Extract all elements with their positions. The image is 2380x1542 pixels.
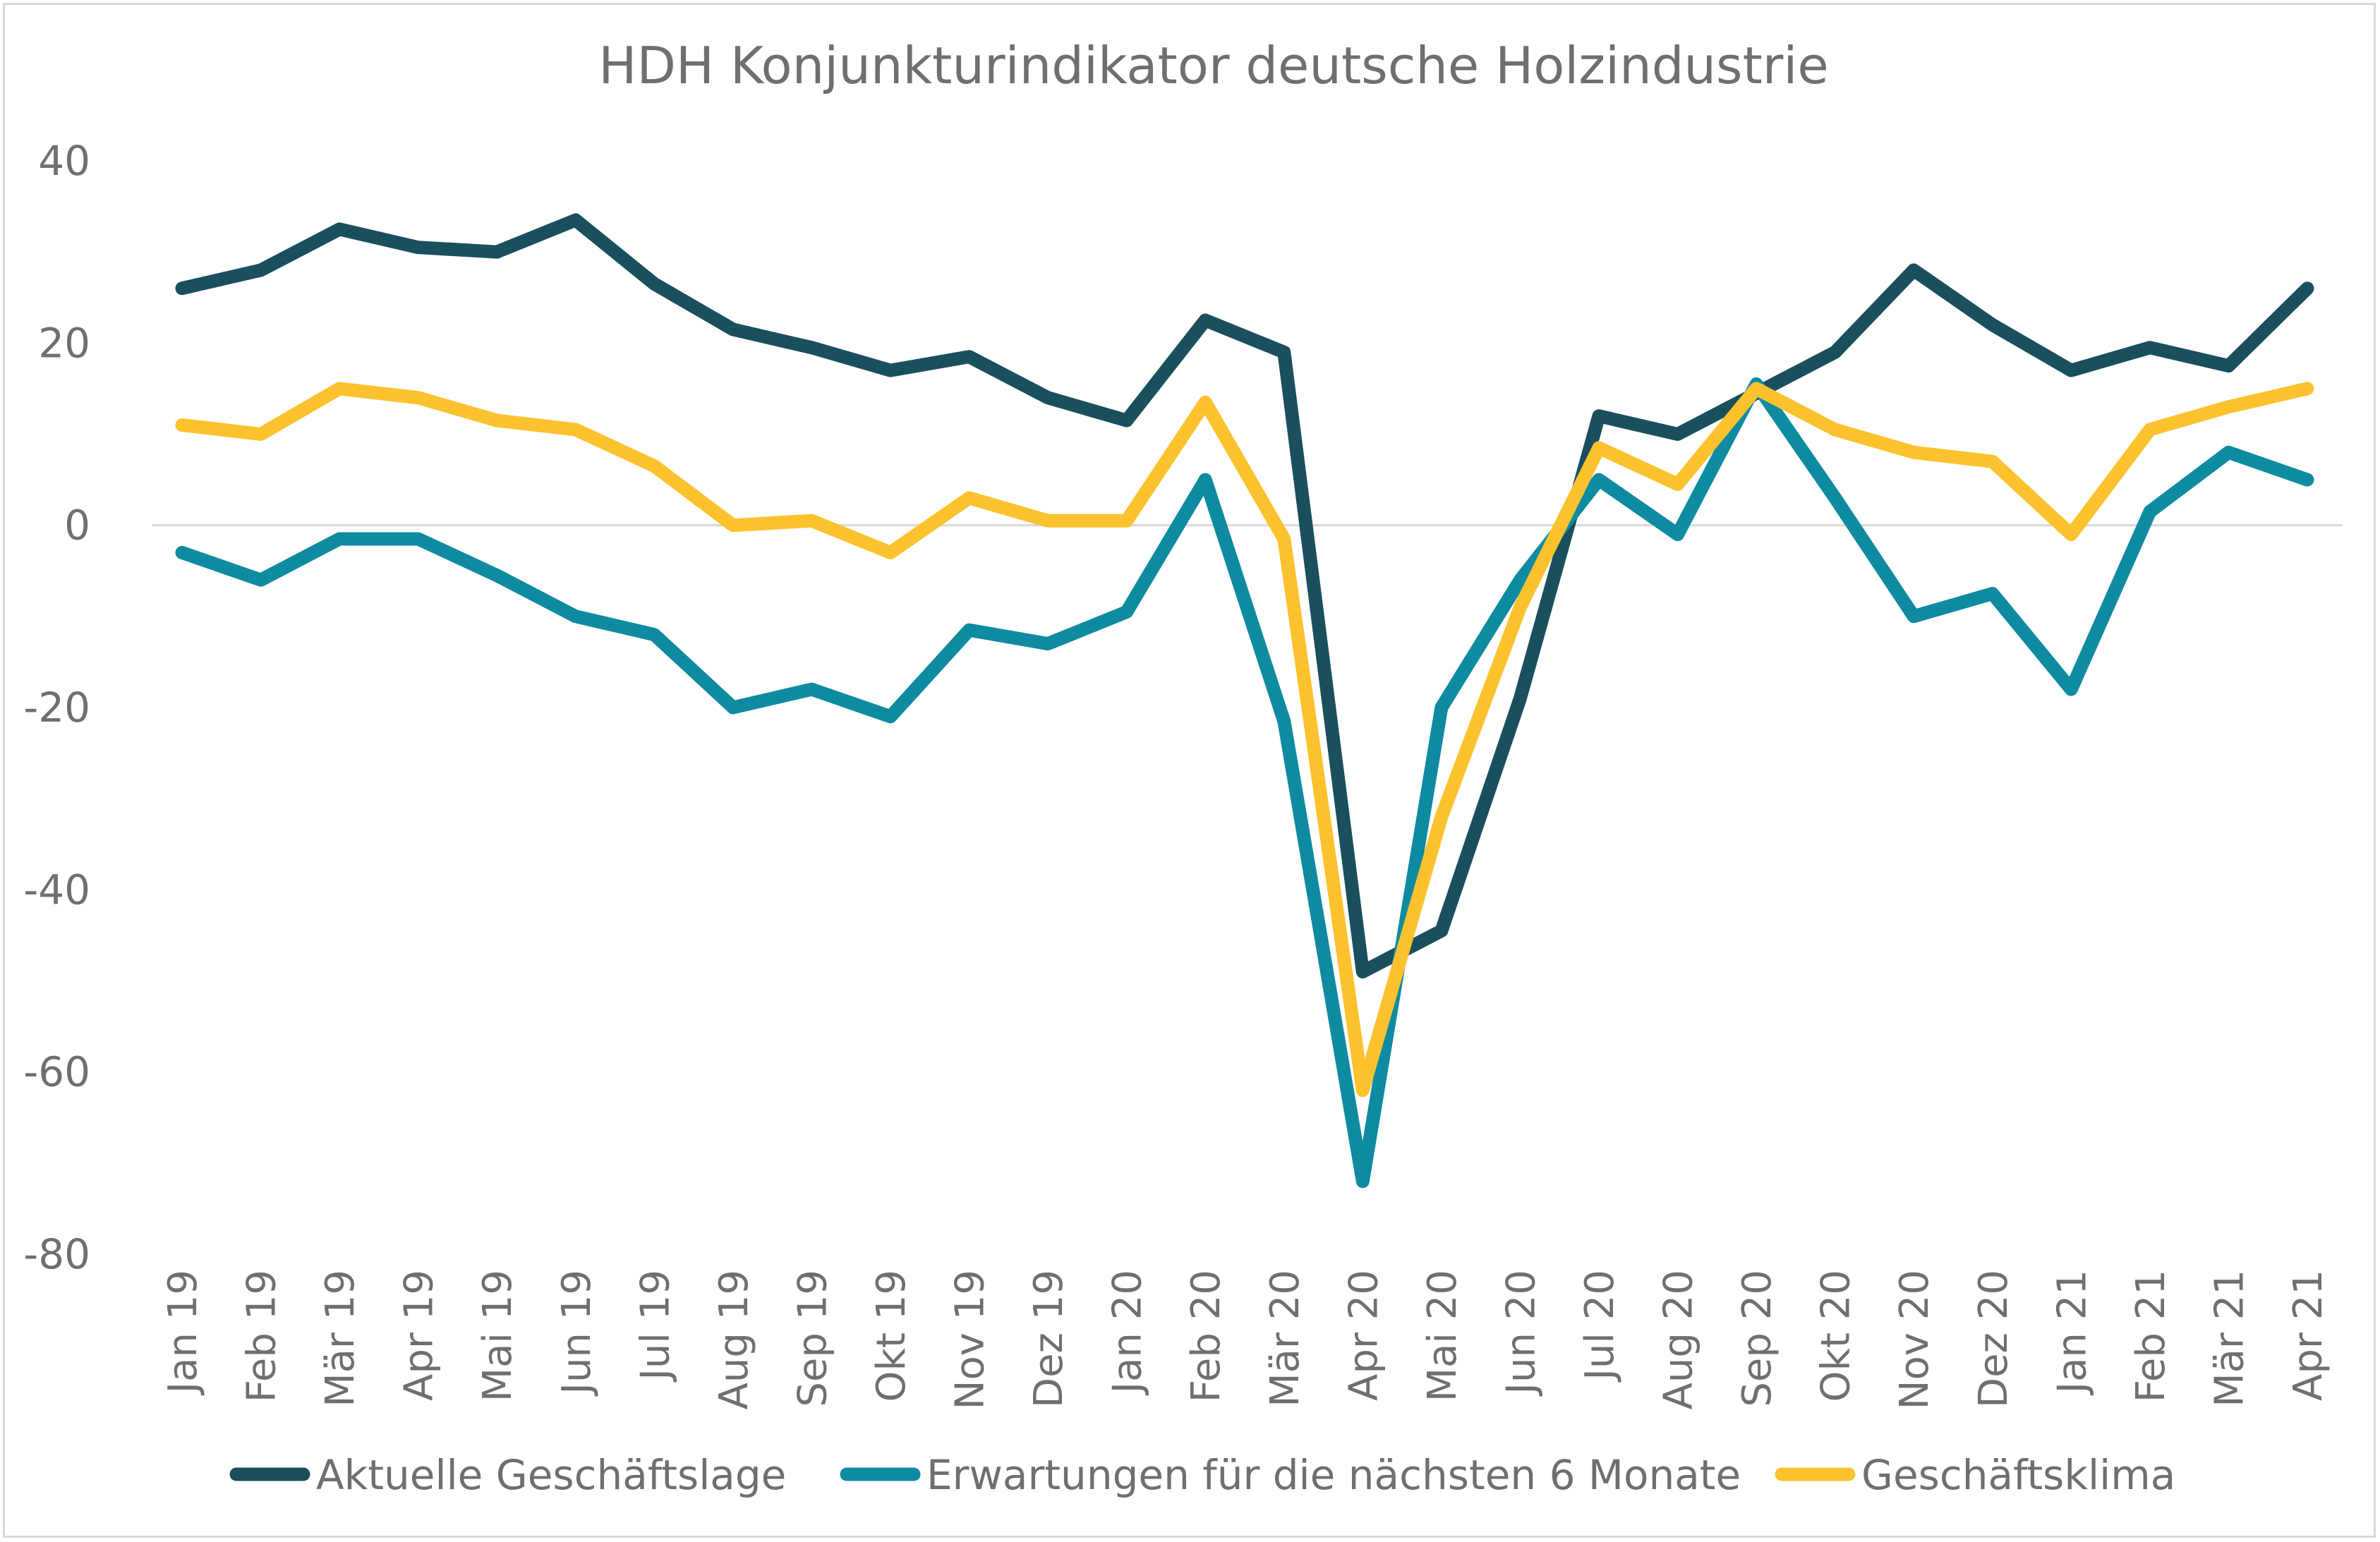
y-tick-label: -80 [23, 1230, 90, 1278]
x-tick-label: Apr 21 [2285, 1270, 2331, 1401]
y-tick-label: -40 [23, 866, 90, 913]
x-tick-label: Jul 20 [1577, 1270, 1623, 1383]
y-tick-label: -20 [23, 684, 90, 731]
legend-label-3: Geschäftsklima [1861, 1451, 2175, 1499]
legend-label-2: Erwartungen für die nächsten 6 Monate [926, 1451, 1741, 1499]
x-tick-label: Jan 20 [1105, 1270, 1151, 1395]
series-line-2 [175, 377, 2314, 1189]
y-tick-label: 0 [64, 502, 90, 550]
x-tick-label: Mär 20 [1262, 1270, 1308, 1407]
chart-frame [3, 3, 2376, 1538]
x-tick-label: Dez 20 [1971, 1270, 2017, 1408]
x-tick-label: Aug 19 [711, 1270, 757, 1409]
x-tick-label: Okt 19 [869, 1270, 914, 1402]
x-tick-label: Dez 19 [1026, 1270, 1072, 1408]
series-layer [175, 213, 2314, 1189]
x-tick-label: Mai 20 [1420, 1270, 1466, 1402]
y-tick-label: -60 [23, 1048, 90, 1096]
series-line-1 [175, 213, 2314, 979]
x-tick-label: Jun 20 [1498, 1270, 1544, 1397]
x-tick-label: Sep 19 [790, 1270, 835, 1407]
y-axis-ticks: 40 20 0 -20 -40 -60 -80 [23, 137, 90, 1278]
y-tick-label: 40 [38, 137, 90, 185]
x-tick-label: Jul 19 [632, 1270, 678, 1383]
x-tick-label: Nov 19 [948, 1270, 993, 1409]
x-axis-ticks: Jan 19 Feb 19 Mär 19 Apr 19 Mai 19 Jun 19 Jul … [160, 1270, 2331, 1409]
x-tick-label: Nov 20 [1892, 1270, 1938, 1409]
chart-title: HDH Konjunkturindikator deutsche Holzind… [598, 36, 1828, 95]
legend: Aktuelle Geschäftslage Erwartungen für di… [229, 1451, 2175, 1499]
x-tick-label: Sep 20 [1734, 1270, 1780, 1407]
x-tick-label: Apr 20 [1341, 1270, 1387, 1401]
x-tick-label: Mär 19 [318, 1270, 363, 1407]
x-tick-label: Apr 19 [397, 1270, 442, 1401]
x-tick-label: Mär 21 [2206, 1270, 2252, 1407]
x-tick-label: Jun 19 [554, 1270, 600, 1397]
x-tick-label: Okt 20 [1813, 1270, 1859, 1402]
x-tick-label: Jan 19 [160, 1270, 206, 1395]
x-tick-label: Mai 19 [475, 1270, 521, 1402]
x-tick-label: Feb 20 [1183, 1270, 1229, 1402]
x-tick-label: Feb 21 [2128, 1270, 2174, 1402]
legend-label-1: Aktuelle Geschäftslage [316, 1451, 786, 1499]
y-tick-label: 20 [38, 319, 90, 367]
x-tick-label: Feb 19 [239, 1270, 285, 1402]
x-tick-label: Jan 21 [2049, 1270, 2095, 1395]
series-line-3 [175, 382, 2314, 1097]
x-tick-label: Aug 20 [1656, 1270, 1702, 1409]
